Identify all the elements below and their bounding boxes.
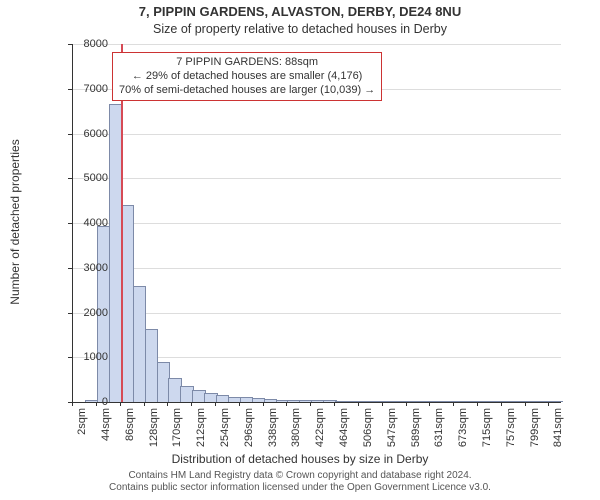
x-tick-label: 128sqm bbox=[148, 408, 160, 447]
x-tick-label: 212sqm bbox=[195, 408, 207, 447]
x-tick-mark bbox=[406, 402, 407, 406]
y-tick-label: 7000 bbox=[68, 83, 108, 95]
y-tick-mark bbox=[68, 313, 72, 314]
x-tick-mark bbox=[453, 402, 454, 406]
x-tick-label: 254sqm bbox=[219, 408, 231, 447]
title-block: 7, PIPPIN GARDENS, ALVASTON, DERBY, DE24… bbox=[0, 4, 600, 37]
y-tick-mark bbox=[68, 134, 72, 135]
gridline bbox=[73, 223, 561, 224]
chart-container: 7, PIPPIN GARDENS, ALVASTON, DERBY, DE24… bbox=[0, 0, 600, 500]
x-tick-label: 380sqm bbox=[290, 408, 302, 447]
gridline bbox=[73, 134, 561, 135]
chart-title: 7, PIPPIN GARDENS, ALVASTON, DERBY, DE24… bbox=[0, 4, 600, 20]
x-tick-label: 841sqm bbox=[552, 408, 564, 447]
x-tick-mark bbox=[215, 402, 216, 406]
x-tick-label: 86sqm bbox=[124, 408, 136, 441]
y-tick-mark bbox=[68, 357, 72, 358]
gridline bbox=[73, 44, 561, 45]
y-tick-mark bbox=[68, 223, 72, 224]
x-tick-mark bbox=[501, 402, 502, 406]
x-tick-mark bbox=[120, 402, 121, 406]
y-tick-label: 0 bbox=[68, 396, 108, 408]
annotation-box: 7 PIPPIN GARDENS: 88sqm ← 29% of detache… bbox=[112, 52, 382, 101]
x-tick-label: 715sqm bbox=[481, 408, 493, 447]
x-tick-label: 547sqm bbox=[386, 408, 398, 447]
x-tick-mark bbox=[429, 402, 430, 406]
y-tick-label: 2000 bbox=[68, 307, 108, 319]
y-tick-label: 8000 bbox=[68, 38, 108, 50]
x-tick-label: 464sqm bbox=[338, 408, 350, 447]
x-tick-mark bbox=[286, 402, 287, 406]
y-tick-label: 6000 bbox=[68, 128, 108, 140]
x-tick-mark bbox=[382, 402, 383, 406]
x-tick-label: 422sqm bbox=[314, 408, 326, 447]
x-tick-label: 799sqm bbox=[529, 408, 541, 447]
y-tick-mark bbox=[68, 268, 72, 269]
x-tick-mark bbox=[167, 402, 168, 406]
x-tick-label: 296sqm bbox=[243, 408, 255, 447]
y-tick-label: 5000 bbox=[68, 172, 108, 184]
x-tick-mark bbox=[548, 402, 549, 406]
footer-line1: Contains HM Land Registry data © Crown c… bbox=[0, 470, 600, 482]
y-tick-label: 1000 bbox=[68, 351, 108, 363]
y-tick-mark bbox=[68, 178, 72, 179]
x-tick-label: 170sqm bbox=[171, 408, 183, 447]
x-tick-label: 673sqm bbox=[457, 408, 469, 447]
x-tick-mark bbox=[191, 402, 192, 406]
y-tick-label: 3000 bbox=[68, 262, 108, 274]
x-tick-mark bbox=[144, 402, 145, 406]
chart-subtitle: Size of property relative to detached ho… bbox=[0, 22, 600, 37]
y-tick-mark bbox=[68, 44, 72, 45]
x-tick-mark bbox=[310, 402, 311, 406]
x-tick-label: 338sqm bbox=[267, 408, 279, 447]
gridline bbox=[73, 178, 561, 179]
x-tick-label: 2sqm bbox=[76, 408, 88, 435]
x-axis-label: Distribution of detached houses by size … bbox=[0, 452, 600, 466]
annotation-line3: 70% of semi-detached houses are larger (… bbox=[119, 84, 375, 98]
x-tick-mark bbox=[239, 402, 240, 406]
y-tick-mark bbox=[68, 89, 72, 90]
y-tick-label: 4000 bbox=[68, 217, 108, 229]
footer: Contains HM Land Registry data © Crown c… bbox=[0, 470, 600, 494]
y-axis-label: Number of detached properties bbox=[8, 139, 22, 304]
x-tick-mark bbox=[72, 402, 73, 406]
x-tick-mark bbox=[525, 402, 526, 406]
x-tick-label: 506sqm bbox=[362, 408, 374, 447]
x-tick-mark bbox=[334, 402, 335, 406]
annotation-line1: 7 PIPPIN GARDENS: 88sqm bbox=[119, 56, 375, 70]
x-tick-label: 589sqm bbox=[410, 408, 422, 447]
gridline bbox=[73, 268, 561, 269]
x-tick-label: 44sqm bbox=[100, 408, 112, 441]
x-tick-mark bbox=[96, 402, 97, 406]
gridline bbox=[73, 313, 561, 314]
annotation-line2: ← 29% of detached houses are smaller (4,… bbox=[119, 70, 375, 84]
x-tick-mark bbox=[477, 402, 478, 406]
x-tick-mark bbox=[358, 402, 359, 406]
x-tick-mark bbox=[263, 402, 264, 406]
x-tick-label: 631sqm bbox=[433, 408, 445, 447]
histogram-bar bbox=[549, 401, 562, 402]
footer-line2: Contains public sector information licen… bbox=[0, 482, 600, 494]
x-tick-label: 757sqm bbox=[505, 408, 517, 447]
